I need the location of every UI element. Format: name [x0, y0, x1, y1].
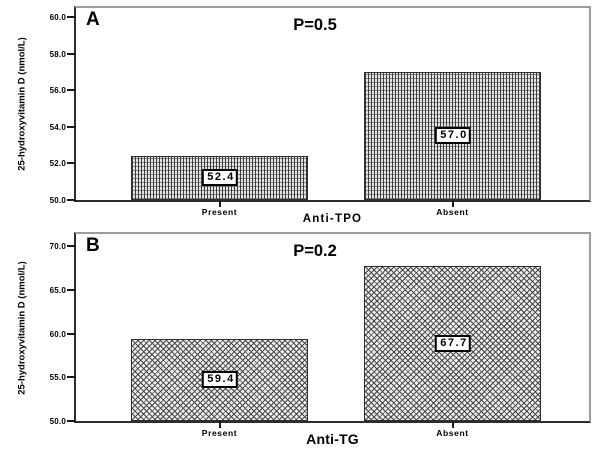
y-tick-mark	[67, 288, 76, 291]
y-tick-label: 50.0	[49, 196, 66, 205]
y-tick-mark	[67, 420, 76, 422]
y-tick-label: 70.0	[49, 242, 66, 252]
bar-value-label: 59.4	[201, 370, 238, 388]
y-tick-mark	[67, 199, 76, 201]
y-tick-label: 50.0	[49, 417, 66, 426]
p-value-annotation: P=0.5	[293, 16, 337, 34]
bar-value-label: 52.4	[201, 169, 238, 187]
y-tick-label: 60.0	[49, 13, 66, 23]
plot-area-b: 50.0 55.0 60.0 65.0 70.0 59.4 Present 67.7 Absen…	[50, 232, 591, 438]
x-tick-mark	[218, 421, 221, 428]
y-tick-label: 65.0	[49, 285, 66, 295]
y-tick-label: 55.0	[49, 373, 66, 383]
p-value-annotation: P=0.2	[293, 242, 337, 260]
x-tick-mark	[451, 200, 454, 207]
x-tick-mark	[218, 200, 221, 207]
panel-letter: B	[86, 235, 100, 256]
y-tick-mark	[67, 52, 76, 55]
category-label: Present	[201, 428, 238, 438]
x-axis-title: Anti-TG	[306, 431, 359, 447]
x-axis-title: Anti-TPO	[302, 213, 363, 225]
x-tick-mark	[451, 421, 454, 428]
bar-absent	[364, 72, 541, 200]
category-label: Absent	[436, 428, 469, 438]
y-tick-mark	[67, 125, 76, 128]
y-tick-label: 58.0	[49, 49, 66, 59]
y-tick-mark	[67, 245, 76, 248]
y-axis-title: 25-hydroxyvitamin D (nmol/L)	[16, 37, 28, 171]
y-tick-mark	[67, 89, 76, 92]
y-tick-label: 54.0	[49, 122, 66, 132]
bar-value-label: 67.7	[434, 334, 471, 352]
panel-a: 25-hydroxyvitamin D (nmol/L) 50.0 52.0 54.…	[0, 0, 600, 226]
y-tick-mark	[67, 16, 76, 19]
plot-area-a: 50.0 52.0 54.0 56.0 58.0 60.0 52.4 Present 57.0 A…	[50, 6, 591, 217]
y-tick-label: 52.0	[49, 159, 66, 169]
bar-value-label: 57.0	[434, 127, 471, 144]
y-axis-title: 25-hydroxyvitamin D (nmol/L)	[16, 261, 28, 395]
y-tick-mark	[67, 332, 76, 335]
y-tick-mark	[67, 162, 76, 165]
panel-b: 25-hydroxyvitamin D (nmol/L) 50.0 55.0 60.…	[0, 226, 600, 453]
category-label: Present	[201, 207, 238, 217]
y-tick-mark	[67, 376, 76, 379]
category-label: Absent	[436, 207, 469, 217]
panel-letter: A	[86, 9, 100, 30]
y-tick-label: 60.0	[49, 329, 66, 339]
y-tick-label: 56.0	[49, 86, 66, 96]
